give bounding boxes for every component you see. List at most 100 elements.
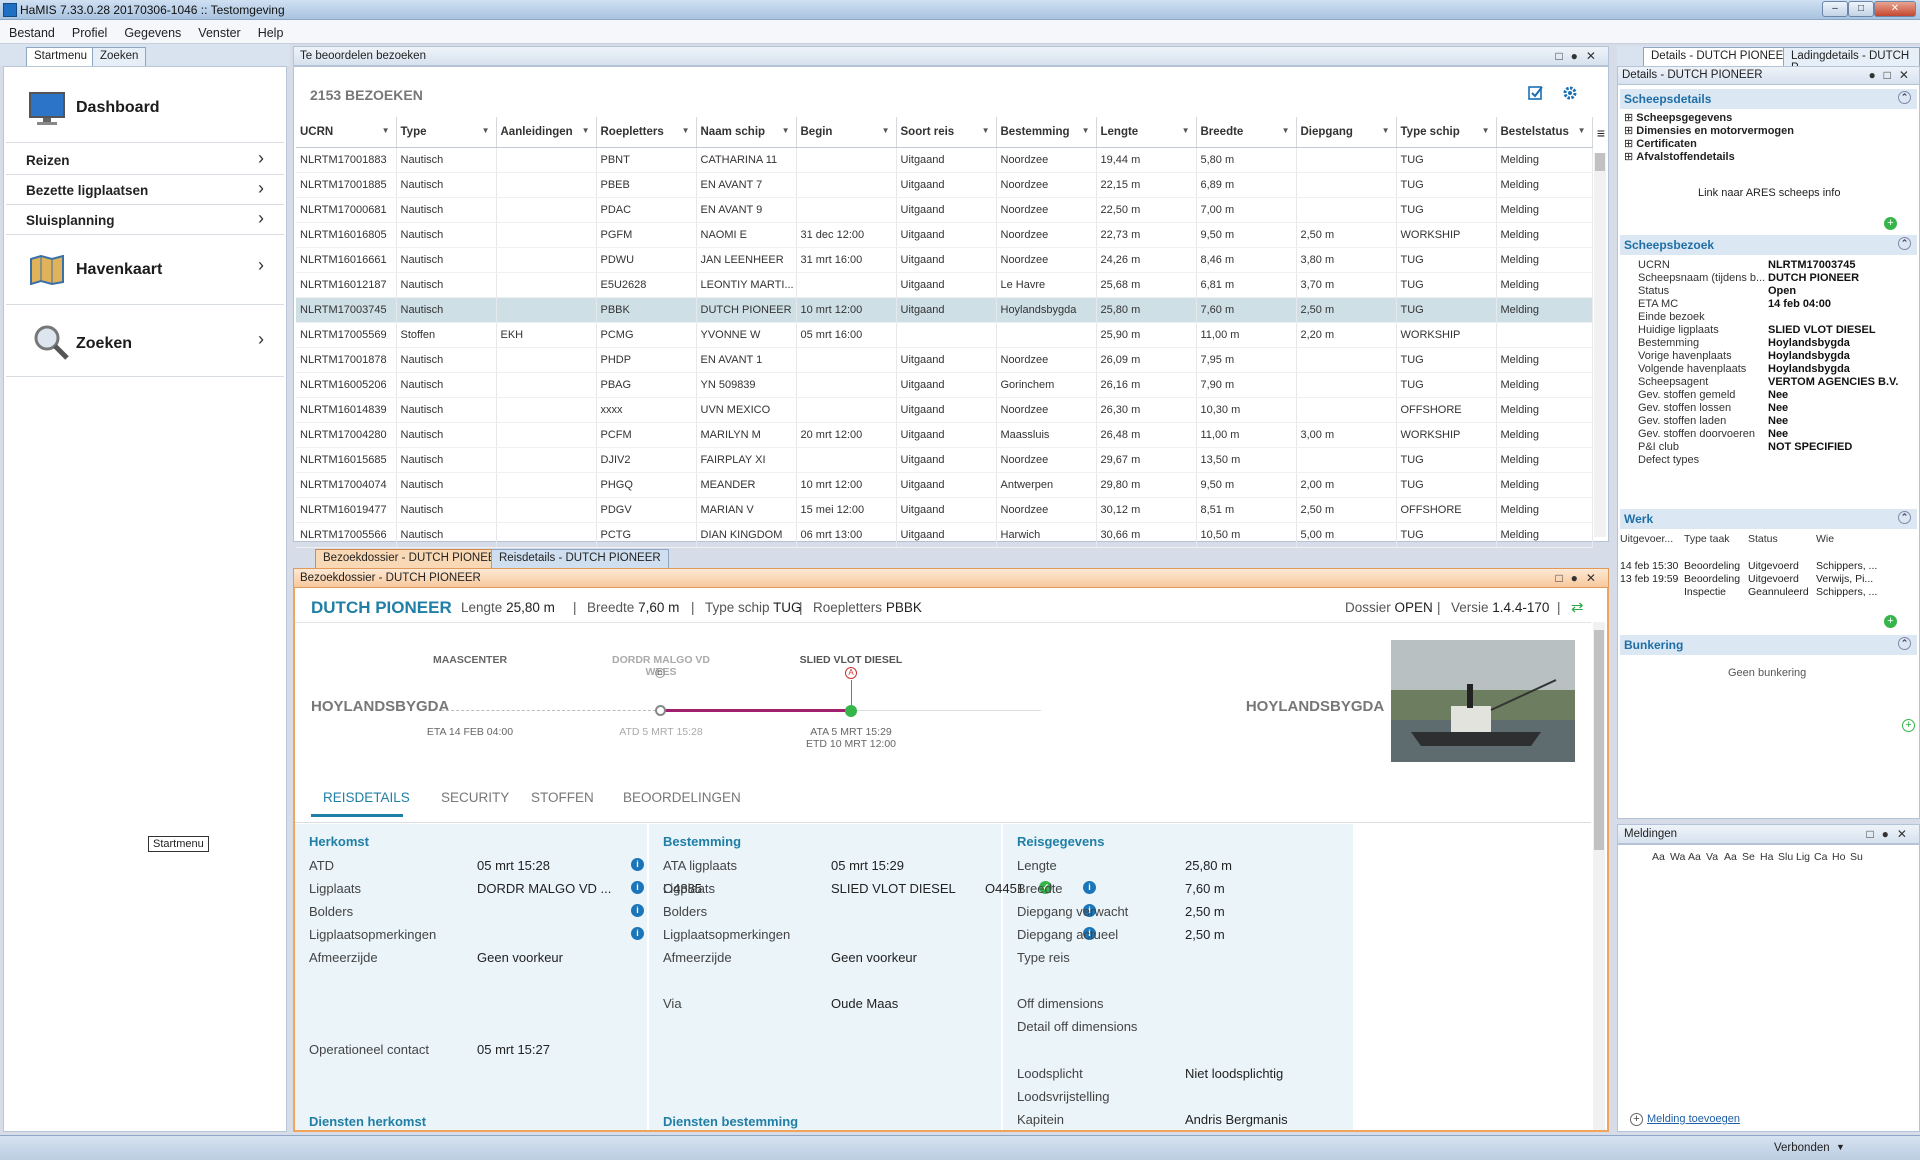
bunkering-header[interactable]: Bunkering ⌃ xyxy=(1620,635,1917,655)
scheepsdetails-header[interactable]: Scheepsdetails ⌃ xyxy=(1620,89,1917,109)
column-header[interactable]: Type schip ▼ xyxy=(1396,117,1497,148)
table-row[interactable]: NLRTM16012187 Nautisch E5U2628 LEONTIY MART… xyxy=(296,272,1593,298)
column-header[interactable]: Bestemming ▼ xyxy=(996,117,1097,148)
column-header[interactable]: Aanleidingen ▼ xyxy=(496,117,597,148)
maximize-button[interactable]: □ xyxy=(1848,1,1874,17)
grid-scrollbar[interactable] xyxy=(1594,153,1606,537)
tree-item[interactable]: ⊞ Scheepsgegevens xyxy=(1624,112,1733,124)
tab-ladingdetails[interactable]: Ladingdetails - DUTCH P... xyxy=(1783,47,1920,74)
column-header[interactable]: Roepletters ▼ xyxy=(596,117,697,148)
check-edit-icon[interactable] xyxy=(1528,85,1544,101)
close-window-button[interactable]: ✕ xyxy=(1874,1,1916,17)
panel-window-buttons[interactable]: ●□✕ xyxy=(1868,68,1917,82)
menu-venster[interactable]: Venster xyxy=(198,26,241,40)
table-row[interactable]: NLRTM17005569 Stoffen EKH PCMG YVONNE W 05 mr… xyxy=(296,322,1593,348)
panel-window-buttons[interactable]: □●✕ xyxy=(1866,827,1915,841)
werk-column-header[interactable]: Wie xyxy=(1816,533,1835,545)
tab-bezoekdossier[interactable]: Bezoekdossier - DUTCH PIONEER xyxy=(315,549,512,568)
ship-photo[interactable] xyxy=(1391,640,1575,762)
meldingen-column-header[interactable]: Ha xyxy=(1760,851,1774,863)
table-row[interactable]: NLRTM17001883 Nautisch PBNT CATHARINA 11 Uit… xyxy=(296,147,1593,173)
table-row[interactable]: NLRTM17001885 Nautisch PBEB EN AVANT 7 Uitga… xyxy=(296,172,1593,198)
scheepsbezoek-header[interactable]: Scheepsbezoek ⌃ xyxy=(1620,235,1917,255)
nav-zoeken[interactable]: Zoeken › xyxy=(6,307,284,377)
menu-help[interactable]: Help xyxy=(257,26,284,40)
panel-window-buttons[interactable]: □●✕ xyxy=(1555,571,1604,585)
info-icon[interactable]: i xyxy=(1083,881,1096,894)
werk-header[interactable]: Werk ⌃ xyxy=(1620,509,1917,529)
info-icon[interactable]: i xyxy=(1083,904,1096,917)
meldingen-column-header[interactable]: Wa xyxy=(1670,851,1686,863)
nav-dashboard[interactable]: Dashboard xyxy=(6,73,284,143)
table-row[interactable]: NLRTM17005566 Nautisch PCTG DIAN KINGDOM 06 … xyxy=(296,522,1593,548)
nav-havenkaart[interactable]: Havenkaart › xyxy=(6,235,284,305)
column-header[interactable]: Begin ▼ xyxy=(796,117,897,148)
gear-icon[interactable] xyxy=(1562,85,1578,101)
column-header[interactable]: Bestelstatus ▼ xyxy=(1496,117,1593,148)
meldingen-column-header[interactable]: Slu xyxy=(1778,851,1794,863)
nav-sluisplanning[interactable]: Sluisplanning › xyxy=(6,205,284,235)
table-row[interactable]: NLRTM17003745 Nautisch PBBK DUTCH PIONEER 10… xyxy=(296,297,1593,323)
tree-item[interactable]: ⊞ Afvalstoffendetails xyxy=(1624,151,1735,163)
tab-details[interactable]: Details - DUTCH PIONEER xyxy=(1643,47,1800,66)
table-row[interactable]: NLRTM17004074 Nautisch PHGQ MEANDER 10 mrt 1… xyxy=(296,472,1593,498)
ares-link[interactable]: Link naar ARES scheeps info xyxy=(1698,187,1841,199)
info-icon[interactable]: i xyxy=(631,858,644,871)
refresh-icon[interactable]: ⇄ xyxy=(1571,599,1584,616)
meldingen-column-header[interactable]: Ho xyxy=(1832,851,1846,863)
table-row[interactable]: NLRTM16014839 Nautisch xxxx UVN MEXICO Uitga… xyxy=(296,397,1593,423)
column-header[interactable]: UCRN ▼ xyxy=(296,117,397,148)
dossier-scrollbar[interactable] xyxy=(1593,622,1605,1130)
table-row[interactable]: NLRTM16019477 Nautisch PDGV MARIAN V 15 mei … xyxy=(296,497,1593,523)
table-row[interactable]: NLRTM16016661 Nautisch PDWU JAN LEENHEER 31 … xyxy=(296,247,1593,273)
meldingen-column-header[interactable]: Aa xyxy=(1688,851,1701,863)
tree-item[interactable]: ⊞ Dimensies en motorvermogen xyxy=(1624,125,1794,137)
add-icon[interactable]: + xyxy=(1902,719,1915,732)
column-header[interactable]: Type ▼ xyxy=(396,117,497,148)
add-icon[interactable]: + xyxy=(1884,217,1897,230)
menu-gegevens[interactable]: Gegevens xyxy=(124,26,182,40)
column-header[interactable]: Diepgang ▼ xyxy=(1296,117,1397,148)
column-header[interactable]: Soort reis ▼ xyxy=(896,117,997,148)
meldingen-column-header[interactable]: Su xyxy=(1850,851,1863,863)
info-icon[interactable]: i xyxy=(631,881,644,894)
menu-profiel[interactable]: Profiel xyxy=(71,26,108,40)
tab-zoeken[interactable]: Zoeken xyxy=(92,47,147,66)
minimize-button[interactable]: – xyxy=(1822,1,1848,17)
info-icon[interactable]: i xyxy=(631,927,644,940)
meldingen-column-header[interactable]: Aa xyxy=(1724,851,1737,863)
panel-window-buttons[interactable]: □●✕ xyxy=(1555,49,1604,63)
tab-security[interactable]: SECURITY xyxy=(441,790,510,805)
menu-bestand[interactable]: Bestand xyxy=(9,26,55,40)
tab-reisdetails-dossier[interactable]: REISDETAILS xyxy=(323,790,410,805)
column-header[interactable]: Lengte ▼ xyxy=(1096,117,1197,148)
table-row[interactable]: NLRTM16015685 Nautisch DJIV2 FAIRPLAY XI Uit… xyxy=(296,447,1593,473)
info-icon[interactable]: i xyxy=(1083,927,1096,940)
table-row[interactable]: NLRTM17000681 Nautisch PDAC EN AVANT 9 Uitga… xyxy=(296,197,1593,223)
column-menu-icon[interactable]: ≡ xyxy=(1596,125,1605,141)
table-row[interactable]: NLRTM17001878 Nautisch PHDP EN AVANT 1 Uitga… xyxy=(296,347,1593,373)
tree-item[interactable]: ⊞ Certificaten xyxy=(1624,138,1697,150)
meldingen-column-header[interactable]: Lig xyxy=(1796,851,1811,863)
meldingen-column-header[interactable]: Va xyxy=(1706,851,1719,863)
werk-column-header[interactable]: Uitgevoer... xyxy=(1620,533,1674,545)
column-header[interactable]: Naam schip ▼ xyxy=(696,117,797,148)
table-row[interactable]: NLRTM16016805 Nautisch PGFM NAOMI E 31 dec 1… xyxy=(296,222,1593,248)
add-icon[interactable]: + xyxy=(1884,615,1897,628)
table-row[interactable]: NLRTM16005206 Nautisch PBAG YN 509839 Uitgaa… xyxy=(296,372,1593,398)
werk-column-header[interactable]: Type taak xyxy=(1684,533,1730,545)
werk-column-header[interactable]: Status xyxy=(1748,533,1778,545)
meldingen-column-header[interactable]: Se xyxy=(1742,851,1755,863)
table-row[interactable]: NLRTM17004280 Nautisch PCFM MARILYN M 20 mrt… xyxy=(296,422,1593,448)
column-header[interactable]: Breedte ▼ xyxy=(1196,117,1297,148)
nav-reizen[interactable]: Reizen › xyxy=(6,145,284,175)
nav-bezette-ligplaatsen[interactable]: Bezette ligplaatsen › xyxy=(6,175,284,205)
melding-toevoegen-link[interactable]: + Melding toevoegen xyxy=(1630,1113,1740,1126)
chevron-down-icon[interactable]: ▼ xyxy=(1836,1142,1845,1152)
meldingen-column-header[interactable]: Aa xyxy=(1652,851,1665,863)
info-icon[interactable]: i xyxy=(631,904,644,917)
meldingen-column-header[interactable]: Ca xyxy=(1814,851,1828,863)
tab-stoffen[interactable]: STOFFEN xyxy=(531,790,594,805)
tab-beoordelingen[interactable]: BEOORDELINGEN xyxy=(623,790,741,805)
tab-startmenu[interactable]: Startmenu xyxy=(26,47,96,66)
